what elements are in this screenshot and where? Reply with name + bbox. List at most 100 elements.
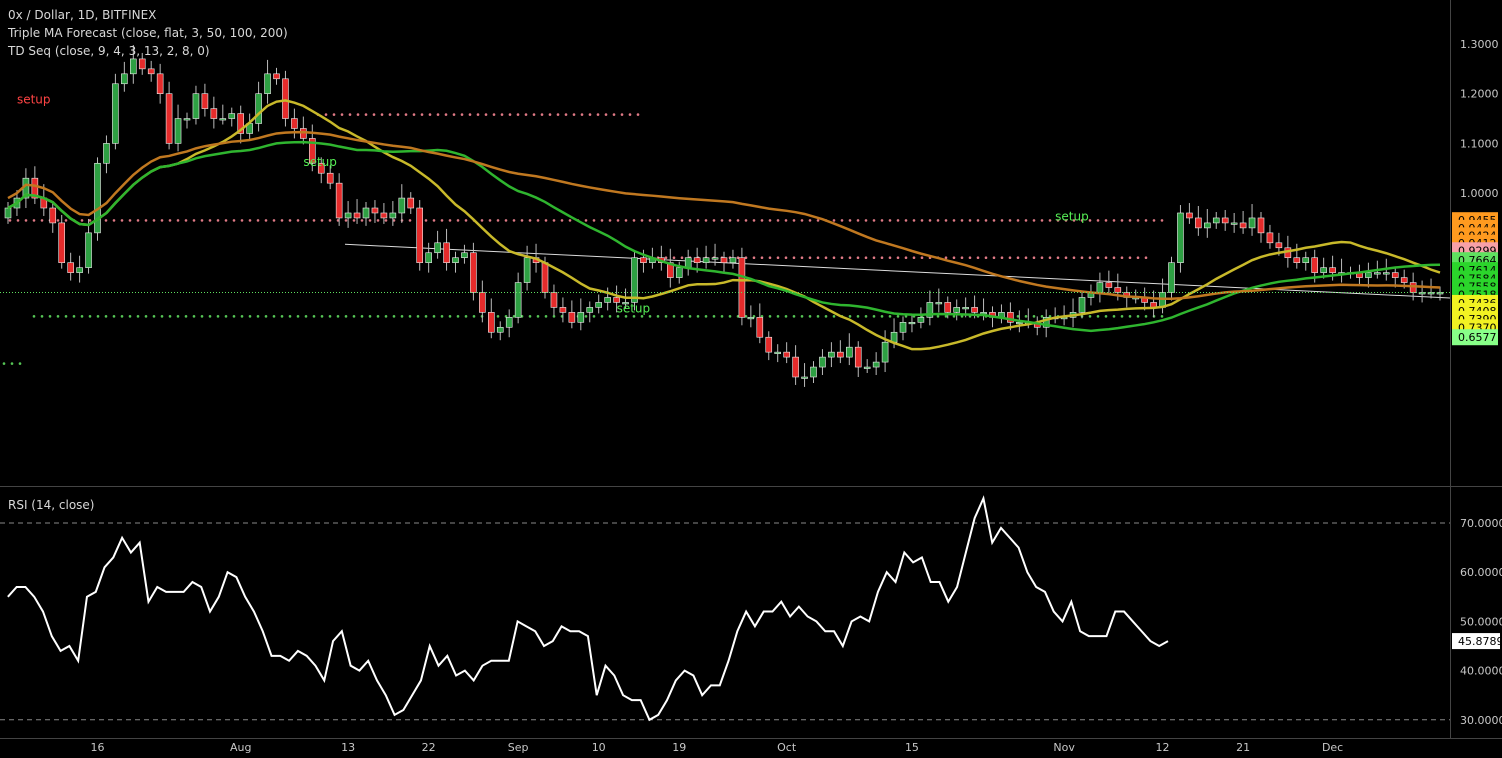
price-tick-label: 1.3000	[1460, 38, 1499, 51]
candle	[487, 298, 495, 339]
candle	[174, 104, 182, 152]
candle	[183, 112, 191, 129]
candle	[362, 202, 370, 226]
candle	[774, 344, 782, 363]
candle	[1302, 251, 1310, 271]
candle	[237, 105, 244, 144]
legend-study-td-seq[interactable]: TD Seq (close, 9, 4, 3, 13, 2, 8, 0)	[8, 44, 210, 58]
candle	[273, 67, 280, 85]
candle	[1150, 290, 1157, 318]
candle	[264, 59, 271, 104]
candle	[711, 243, 719, 266]
candle	[1248, 204, 1256, 236]
price-tick-label: 1.2000	[1460, 88, 1499, 101]
candle	[353, 199, 361, 224]
candle	[4, 202, 12, 224]
candle	[1356, 264, 1363, 286]
candle	[568, 300, 576, 329]
candle	[300, 116, 307, 145]
candle	[1186, 203, 1193, 224]
candle	[49, 202, 57, 233]
candle	[845, 333, 853, 366]
candle	[58, 214, 66, 269]
candle	[496, 321, 504, 341]
candle	[1365, 262, 1372, 288]
candle	[291, 108, 298, 139]
legend-study-triple-ma[interactable]: Triple MA Forecast (close, flat, 3, 50, …	[8, 26, 288, 40]
candle	[389, 201, 397, 226]
candle	[1239, 210, 1247, 234]
candle	[201, 83, 209, 117]
candle	[1087, 284, 1095, 306]
candle	[1230, 212, 1238, 233]
candle	[863, 359, 871, 374]
candle	[1338, 258, 1345, 283]
candle	[1177, 205, 1184, 273]
time-tick-label: 13	[341, 741, 355, 754]
time-tick-label: Sep	[508, 741, 529, 754]
candle	[819, 349, 826, 376]
candle	[1007, 302, 1014, 331]
candle	[998, 304, 1005, 324]
candle	[604, 287, 611, 311]
candle	[479, 280, 486, 323]
candles	[4, 44, 1444, 387]
candle	[702, 245, 710, 269]
candle	[398, 184, 406, 223]
setup-annotation: setup	[1055, 209, 1089, 223]
candle	[881, 330, 889, 373]
candle	[666, 248, 674, 288]
time-tick-label: 21	[1236, 741, 1250, 754]
candle	[1427, 278, 1435, 299]
candle	[756, 303, 764, 344]
candle	[1320, 257, 1327, 279]
candle	[1168, 256, 1175, 301]
ma-100-line	[7, 140, 1441, 333]
price-tick-label: 1.0000	[1460, 187, 1499, 200]
candle	[282, 70, 289, 127]
candle	[138, 52, 146, 75]
candle	[112, 73, 119, 150]
candle	[380, 203, 388, 224]
candle	[443, 228, 450, 271]
rsi-tick-label: 60.0000	[1460, 566, 1502, 579]
candle	[658, 245, 665, 271]
candle	[147, 60, 155, 82]
rsi-pane[interactable]	[0, 495, 1450, 722]
time-tick-label: 16	[91, 741, 105, 754]
candle	[121, 61, 128, 92]
candle	[85, 218, 92, 274]
candle	[317, 157, 325, 184]
candle	[514, 272, 522, 324]
candle	[165, 81, 173, 150]
candle	[720, 251, 728, 273]
candle	[470, 242, 477, 301]
ma-200-line	[7, 130, 1441, 301]
candle	[103, 135, 110, 174]
candle	[684, 249, 692, 276]
candle	[899, 316, 907, 341]
candle	[810, 361, 817, 383]
candle	[595, 294, 603, 314]
candle	[416, 200, 424, 271]
rsi-last-badge: 45.8789	[1452, 633, 1502, 650]
price-tick-label: 1.1000	[1460, 137, 1499, 150]
time-tick-label: Dec	[1322, 741, 1343, 754]
time-tick-label: Nov	[1053, 741, 1075, 754]
candle	[461, 244, 468, 264]
candle	[828, 342, 835, 368]
time-tick-label: 22	[422, 741, 436, 754]
dotted-level	[32, 315, 1164, 318]
candle	[192, 85, 200, 125]
price-pane[interactable]: setup setup setup setup	[0, 44, 1451, 387]
time-tick-label: Aug	[230, 741, 251, 754]
legend-rsi[interactable]: RSI (14, close)	[8, 498, 95, 512]
candle	[1266, 224, 1274, 249]
candle	[729, 249, 737, 269]
time-tick-label: 19	[672, 741, 686, 754]
candle	[917, 307, 925, 329]
candle	[926, 290, 934, 326]
candle	[1221, 209, 1229, 231]
